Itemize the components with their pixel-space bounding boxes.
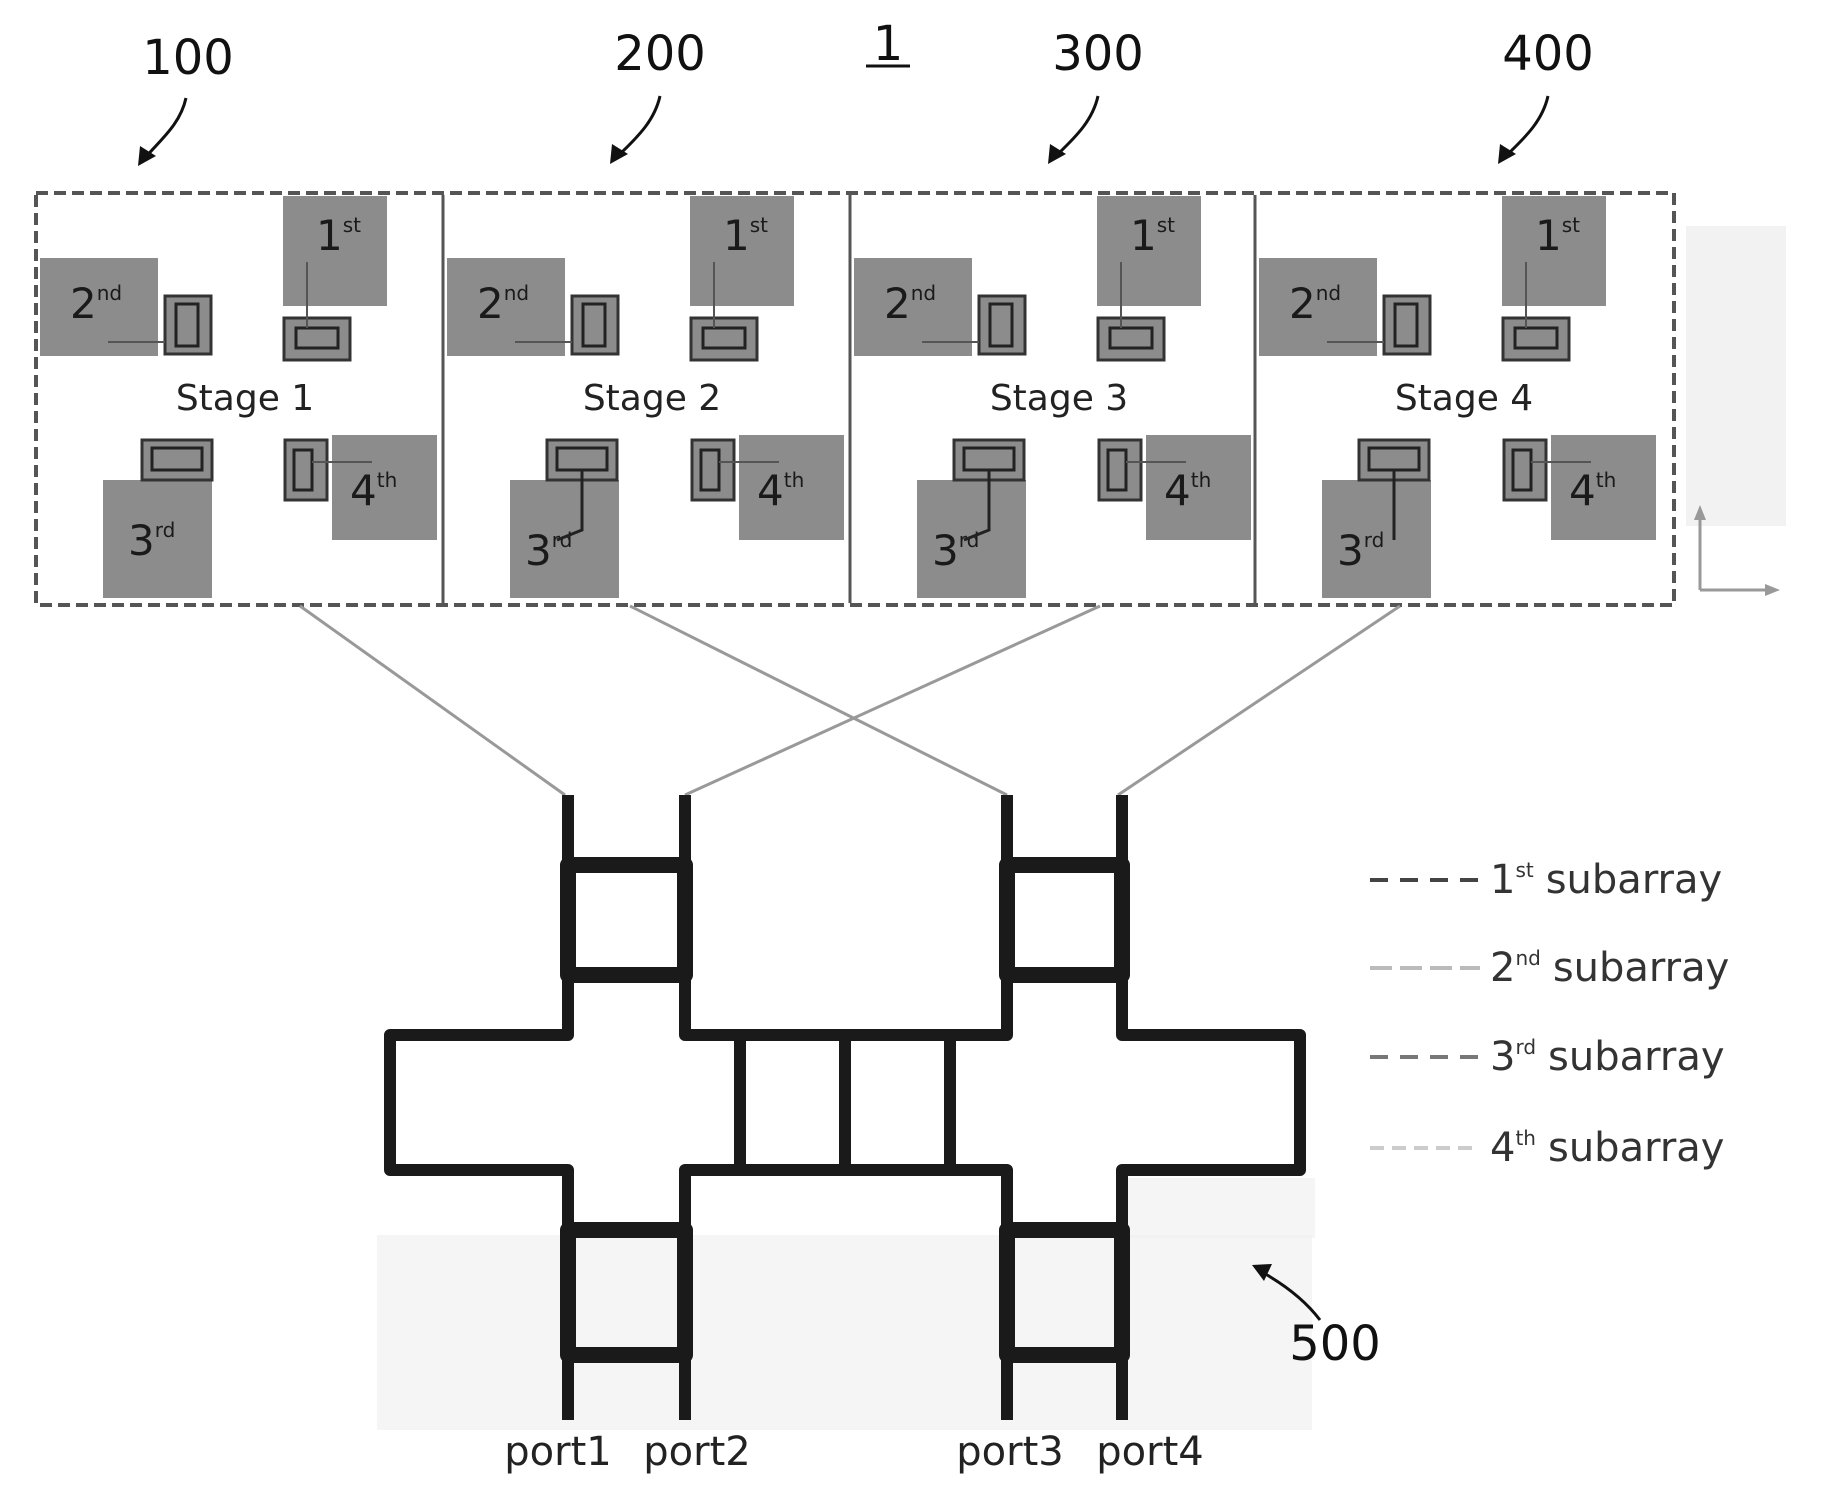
stage-label: Stage 2 [583, 378, 721, 419]
stage-label: Stage 3 [990, 378, 1128, 419]
figure-number: 1 [873, 16, 904, 72]
stage-label: Stage 4 [1395, 378, 1533, 419]
stage-ref-arrow [618, 96, 660, 156]
svg-text:200: 200 [614, 26, 706, 82]
svg-text:400: 400 [1502, 26, 1594, 82]
port-label-2: port2 [643, 1429, 750, 1475]
hybrid-coupler-upper-right [1007, 865, 1122, 975]
hybrid-coupler-upper-left [568, 865, 685, 975]
feed-line [630, 606, 1007, 795]
legend-item-1st: 1stsubarray [1370, 857, 1722, 903]
svg-text:100: 100 [142, 30, 234, 86]
network-shading [1125, 1178, 1315, 1238]
edge-shading [1686, 226, 1786, 526]
svg-text:2ndsubarray: 2ndsubarray [1490, 945, 1729, 991]
svg-text:1stsubarray: 1stsubarray [1490, 857, 1722, 903]
stage-ref-arrow [145, 98, 186, 158]
stage-label: Stage 1 [176, 378, 314, 419]
svg-text:500: 500 [1289, 1316, 1381, 1372]
network-shading [377, 1235, 1312, 1430]
port-label-1: port1 [504, 1429, 611, 1475]
legend: 1stsubarray 2ndsubarray 3rdsubarray 4ths… [1370, 857, 1729, 1171]
stage-ref-200: 200 [610, 26, 706, 164]
feed-element [284, 318, 350, 360]
feed-lines [300, 606, 1400, 795]
stage-ref-arrow [1506, 96, 1548, 156]
stage-ref-400: 400 [1498, 26, 1594, 164]
feed-line [685, 606, 1100, 795]
feed-line [300, 606, 565, 795]
svg-text:4thsubarray: 4thsubarray [1490, 1125, 1724, 1171]
svg-text:300: 300 [1052, 26, 1144, 82]
legend-item-2nd: 2ndsubarray [1370, 945, 1729, 991]
legend-item-4th: 4thsubarray [1370, 1125, 1724, 1171]
svg-text:3rdsubarray: 3rdsubarray [1490, 1034, 1725, 1080]
port-label-4: port4 [1096, 1429, 1203, 1475]
feed-element [691, 318, 757, 360]
stage-1: 2nd 1st 3rd 4th Stage 1 [40, 196, 437, 598]
port-label-3: port3 [956, 1429, 1063, 1475]
stage-ref-300: 300 [1048, 26, 1144, 164]
feed-element [1098, 318, 1164, 360]
legend-item-3rd: 3rdsubarray [1370, 1034, 1725, 1080]
feed-line [1118, 606, 1400, 795]
stage-ref-arrow [1056, 96, 1098, 156]
feed-element [1503, 318, 1569, 360]
stage-ref-100: 100 [138, 30, 234, 166]
